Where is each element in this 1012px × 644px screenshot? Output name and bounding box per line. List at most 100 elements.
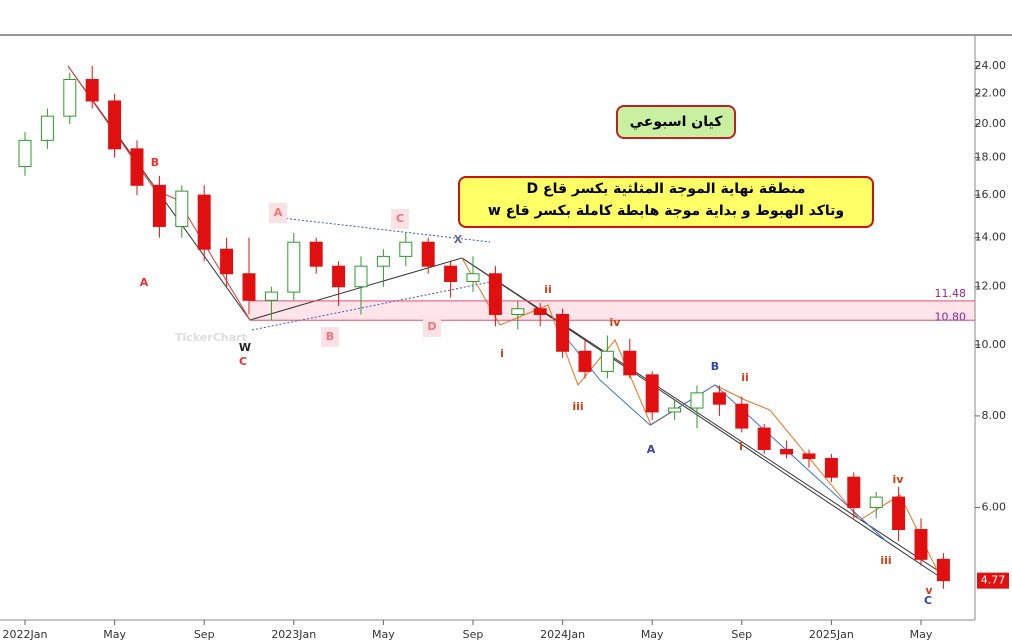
label-bg	[391, 209, 409, 229]
wave-label: X	[454, 233, 463, 246]
x-tick-label: May	[641, 628, 664, 641]
wave-label: iv	[893, 473, 905, 486]
candle-body	[40, 115, 54, 141]
label-bg	[423, 317, 441, 337]
candle-body	[332, 265, 346, 288]
candle-body	[757, 427, 771, 450]
x-tick-label: May	[910, 628, 933, 641]
wave-label: D	[427, 320, 436, 333]
x-tick-label: 2024Jan	[540, 628, 585, 641]
last-price: 4.77	[981, 574, 1006, 587]
wave-label: i	[739, 440, 743, 453]
candle-body	[18, 139, 32, 168]
triangle-line	[281, 217, 491, 243]
wave-label: v	[925, 584, 933, 597]
x-tick-label: Sep	[463, 628, 484, 641]
y-tick-label: 16.00	[975, 188, 1007, 201]
candle-body	[63, 78, 77, 117]
candle-body	[309, 241, 323, 267]
wave-label: ii	[741, 371, 749, 384]
candle-body	[780, 448, 794, 455]
candle-body	[735, 403, 749, 429]
wave-label: ii	[544, 283, 552, 296]
x-tick-label: 2022Jan	[3, 628, 48, 641]
y-tick-label: 24.00	[975, 59, 1007, 72]
candle-body	[354, 265, 368, 288]
candle-body	[578, 350, 592, 372]
candle-body	[242, 273, 256, 301]
y-tick-label: 18.00	[975, 151, 1007, 164]
candle-body	[85, 78, 99, 102]
wave-label: A	[647, 443, 656, 456]
y-tick-label: 6.00	[982, 501, 1007, 514]
wave-label: C	[396, 212, 404, 225]
candle-body	[892, 496, 906, 531]
candle-body	[488, 273, 502, 315]
level-label: 11.48	[935, 287, 967, 300]
candle-body	[220, 248, 234, 275]
label-bg	[269, 203, 287, 223]
wave-label: B	[326, 330, 334, 343]
candle-body	[376, 255, 390, 267]
candle-body	[936, 558, 950, 582]
x-tick-label: Sep	[731, 628, 752, 641]
candle-body	[444, 265, 458, 282]
candle-body	[556, 313, 570, 352]
candle-body	[466, 273, 480, 282]
candle-body	[690, 392, 704, 409]
candle-body	[869, 496, 883, 509]
candle-body	[712, 392, 726, 405]
x-tick-label: 2023Jan	[271, 628, 316, 641]
wave-label: B	[151, 156, 159, 169]
note-line: منطقة نهاية الموجة المثلثية بكسر قاع D	[526, 181, 806, 197]
wave-label: iv	[610, 316, 622, 329]
weekly-label: كيان اسبوعي	[616, 105, 736, 139]
candle-body	[847, 476, 861, 509]
candle-body	[108, 100, 122, 150]
candle-body	[511, 308, 525, 315]
wave-label: i	[500, 347, 504, 360]
y-tick-label: 20.00	[975, 117, 1007, 130]
y-tick-label: 8.00	[982, 409, 1007, 422]
x-tick-label: May	[372, 628, 395, 641]
candle-body	[623, 350, 637, 376]
watermark: TickerChart	[175, 331, 247, 344]
candle-body	[264, 291, 278, 301]
wave-label: C	[239, 355, 247, 368]
x-tick-label: Sep	[194, 628, 215, 641]
candle-body	[668, 407, 682, 413]
candle-body	[802, 453, 816, 459]
level-label: 10.80	[935, 310, 967, 323]
candle-body	[399, 241, 413, 257]
wave-label: iii	[572, 400, 583, 413]
wave-label: B	[711, 360, 719, 373]
candle-body	[287, 241, 301, 293]
label-bg	[321, 327, 339, 347]
note-box: منطقة نهاية الموجة المثلثية بكسر قاع D و…	[458, 176, 874, 228]
level-band	[250, 300, 975, 321]
y-tick-label: 14.00	[975, 231, 1007, 244]
x-tick-label: 2025Jan	[809, 628, 854, 641]
wave-label: iii	[880, 554, 891, 567]
candle-body	[197, 194, 211, 250]
note-line: وتاكد الهبوط و بداية موجة هابطة كاملة بك…	[487, 203, 845, 219]
candle-body	[421, 241, 435, 267]
y-tick-label: 12.00	[975, 280, 1007, 293]
x-tick-label: May	[103, 628, 126, 641]
wave-label: A	[140, 276, 149, 289]
candle-body	[152, 184, 166, 227]
last-price-tag	[977, 572, 1009, 589]
candle-body	[175, 190, 189, 227]
wave-label: A	[274, 206, 283, 219]
candle-body	[533, 308, 547, 315]
wave-label: C	[924, 594, 932, 607]
candle-body	[645, 374, 659, 413]
candle-body	[824, 457, 838, 478]
y-tick-label: 10.00	[975, 338, 1007, 351]
candle-body	[600, 350, 614, 372]
y-tick-label: 22.00	[975, 87, 1007, 100]
candle-body	[914, 529, 928, 560]
candle-body	[130, 148, 144, 186]
